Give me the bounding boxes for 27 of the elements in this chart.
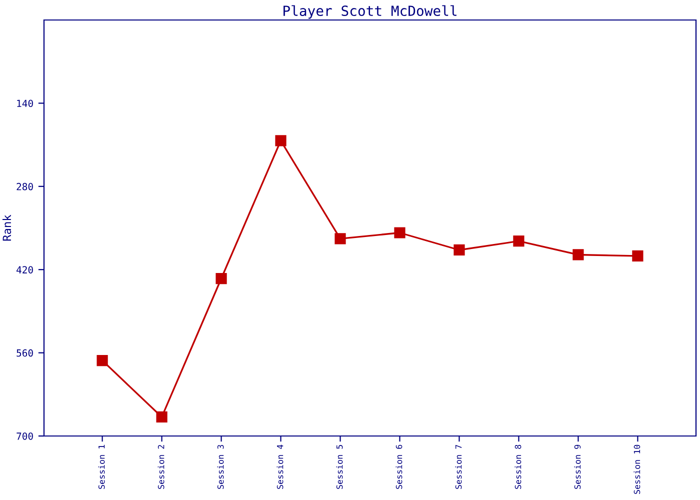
x-tick-label: Session 8: [514, 444, 522, 489]
y-tick-label: 140: [17, 100, 33, 108]
y-tick-label: 700: [16, 432, 33, 440]
chart-title: Player Scott McDowell: [284, 5, 456, 19]
x-tick-label: Session 9: [574, 444, 581, 489]
x-tick-label: Session 3: [217, 444, 224, 489]
x-tick-label: Session 10: [634, 444, 640, 494]
x-tick-label: Session 7: [455, 444, 462, 489]
point: [513, 236, 524, 247]
point: [156, 411, 168, 423]
point: [275, 135, 286, 146]
y-tick-label: 560: [16, 349, 33, 357]
x-tick-label: Session 6: [396, 444, 402, 489]
x-tick-label: Session 1: [98, 444, 105, 489]
point: [572, 249, 584, 260]
x-tick-label: Session 4: [276, 444, 284, 489]
point: [334, 233, 346, 244]
point: [96, 354, 108, 366]
y-tick-label: 420: [16, 266, 33, 274]
y-axis-title: Rank: [2, 214, 12, 241]
x-tick-label: Session 2: [158, 445, 164, 489]
point: [216, 272, 227, 284]
point: [632, 250, 644, 262]
point: [394, 227, 406, 238]
y-tick-label: 280: [16, 182, 33, 190]
x-tick-label: Session 5: [336, 445, 343, 489]
point: [454, 244, 465, 256]
